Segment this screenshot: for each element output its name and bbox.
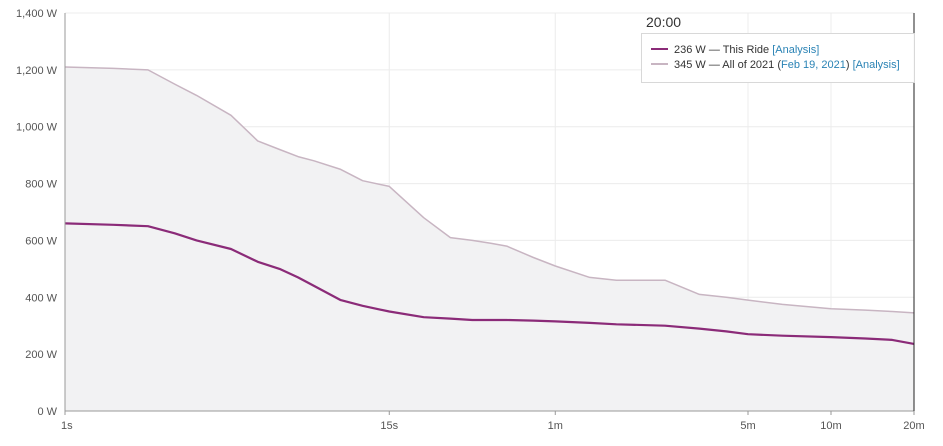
y-tick-label: 600 W [25, 235, 57, 247]
x-tick-label: 1s [61, 420, 73, 432]
all-2021-close: ) [845, 59, 853, 71]
y-tick-label: 200 W [25, 349, 57, 361]
tooltip-row-all-2021: 345 W — All of 2021 (Feb 19, 2021) [Anal… [651, 58, 914, 73]
x-tick-label: 20m [903, 420, 924, 432]
y-tick-label: 800 W [25, 179, 57, 191]
all-2021-desc: — All of 2021 ( [705, 59, 782, 71]
x-tick-label: 15s [380, 420, 398, 432]
all-2021-analysis-link[interactable]: [Analysis] [852, 59, 900, 71]
series-line-all-2021 [64, 66, 915, 314]
cursor-time-label: 20:00 [646, 14, 682, 30]
all-2021-date-link[interactable]: Feb 19, 2021 [781, 59, 846, 71]
x-tick-label: 10m [820, 420, 841, 432]
x-tick-label: 5m [740, 420, 755, 432]
y-tick-label: 1,400 W [16, 8, 58, 20]
this-ride-value: 236 W [674, 44, 706, 56]
y-tick-label: 1,200 W [16, 65, 58, 77]
chart-tooltip: 236 W — This Ride [Analysis] 345 W — All… [641, 33, 915, 83]
y-tick-label: 0 W [37, 406, 57, 418]
this-ride-analysis-link[interactable]: [Analysis] [772, 44, 820, 56]
y-tick-label: 1,000 W [16, 122, 58, 134]
all-2021-value: 345 W [674, 59, 706, 71]
series-area-all-2021 [65, 67, 914, 411]
tooltip-row-this-ride: 236 W — This Ride [Analysis] [651, 43, 914, 58]
this-ride-swatch [651, 48, 668, 51]
this-ride-desc: — This Ride [705, 44, 773, 56]
all-2021-swatch [651, 63, 668, 66]
series-line-this-ride [64, 222, 915, 345]
x-tick-label: 1m [548, 420, 563, 432]
y-tick-label: 400 W [25, 292, 57, 304]
